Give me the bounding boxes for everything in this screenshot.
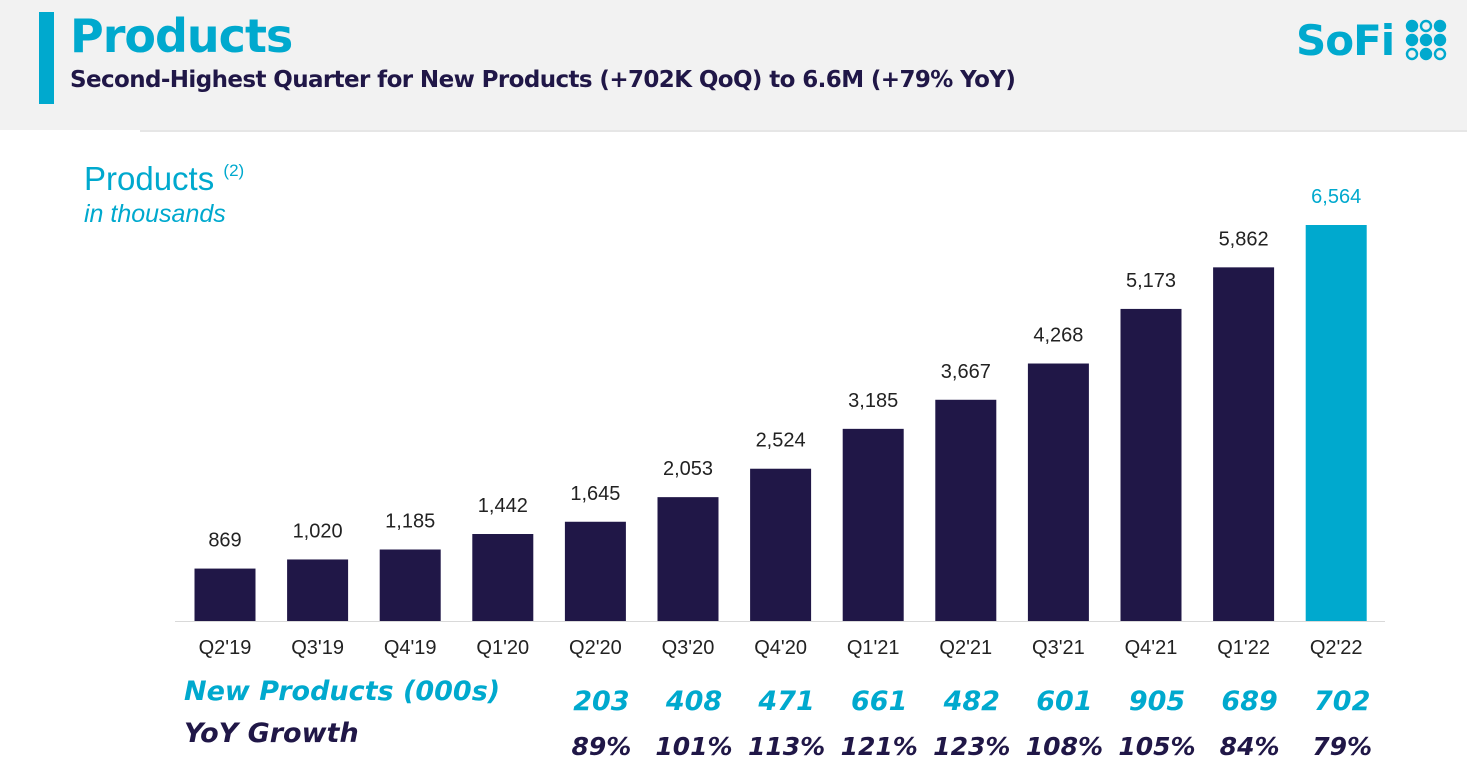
sofi-dots-icon [1406, 19, 1447, 61]
bar-Q2'20 [564, 521, 626, 621]
x-tick-label: Q1'21 [847, 637, 900, 659]
value-label: 2,524 [756, 430, 806, 452]
page-title: Products [70, 9, 293, 63]
x-tick-label: Q2'21 [939, 637, 992, 659]
yoy-growth-value: 79% [1312, 732, 1372, 761]
bar-Q2'19 [194, 568, 256, 621]
new-products-value: 702 [1314, 686, 1370, 717]
value-label: 1,442 [478, 495, 528, 517]
bar-Q4'19 [379, 549, 441, 621]
bar-Q3'21 [1027, 363, 1089, 621]
yoy-growth-value: 113% [748, 732, 825, 761]
value-label: 3,667 [941, 361, 991, 383]
chart-units: in thousands [84, 200, 226, 228]
x-tick-label: Q4'21 [1125, 637, 1178, 659]
header-band [0, 0, 1467, 130]
new-products-value: 408 [665, 686, 722, 717]
yoy-growth-value: 105% [1118, 732, 1195, 761]
x-tick-label: Q1'20 [476, 637, 529, 659]
chart-title-footnote: (2) [223, 161, 245, 180]
x-tick-label: Q1'22 [1217, 637, 1270, 659]
yoy-growth-value: 84% [1220, 732, 1280, 761]
yoy-growth-value: 108% [1026, 732, 1103, 761]
x-tick-label: Q3'19 [291, 637, 344, 659]
value-label: 5,173 [1126, 270, 1176, 292]
new-products-label: New Products (000s) [184, 676, 501, 707]
value-label: 869 [208, 530, 241, 552]
x-tick-label: Q3'21 [1032, 637, 1085, 659]
accent-bar [39, 12, 54, 104]
value-label: 1,185 [385, 511, 435, 533]
new-products-value: 689 [1221, 686, 1277, 717]
bar-Q2'22 [1305, 225, 1367, 621]
new-products-value: 471 [757, 686, 814, 717]
chart-title-text: Products [84, 160, 215, 197]
bar-Q1'20 [472, 534, 534, 621]
x-tick-label: Q2'20 [569, 637, 622, 659]
x-tick-label: Q4'19 [384, 637, 437, 659]
new-products-value: 482 [943, 686, 1000, 717]
bar-Q3'19 [287, 559, 349, 621]
value-label: 6,564 [1311, 186, 1361, 208]
page-subtitle: Second-Highest Quarter for New Products … [70, 67, 1016, 93]
new-products-value: 905 [1129, 686, 1185, 717]
sofi-logo: SoFi [1296, 12, 1448, 68]
x-tick-label: Q2'22 [1310, 637, 1363, 659]
yoy-growth-value: 101% [655, 732, 732, 761]
value-label: 2,053 [663, 458, 713, 480]
new-products-value: 661 [851, 686, 907, 717]
x-tick-label: Q3'20 [662, 637, 715, 659]
yoy-growth-label: YoY Growth [184, 718, 359, 749]
new-products-value: 203 [573, 686, 629, 717]
value-label: 1,645 [570, 483, 620, 505]
yoy-growth-value: 89% [571, 732, 631, 761]
value-label: 3,185 [848, 390, 898, 412]
yoy-growth-value: 121% [841, 732, 918, 761]
bar-Q2'21 [935, 399, 997, 621]
header-divider [140, 130, 1467, 132]
bar-Q4'20 [750, 468, 812, 621]
value-label: 5,862 [1219, 228, 1269, 250]
yoy-growth-value: 123% [933, 732, 1010, 761]
x-tick-label: Q2'19 [199, 637, 252, 659]
bar-Q1'21 [842, 428, 904, 621]
value-label: 4,268 [1033, 325, 1083, 347]
chart-title: Products (2) [84, 160, 244, 198]
bar-Q1'22 [1213, 267, 1275, 621]
x-tick-label: Q4'20 [754, 637, 807, 659]
bar-Q4'21 [1120, 308, 1182, 621]
bar-Q3'20 [657, 497, 719, 621]
logo-text: SoFi [1296, 15, 1395, 65]
new-products-value: 601 [1036, 686, 1092, 717]
value-label: 1,020 [293, 520, 343, 542]
